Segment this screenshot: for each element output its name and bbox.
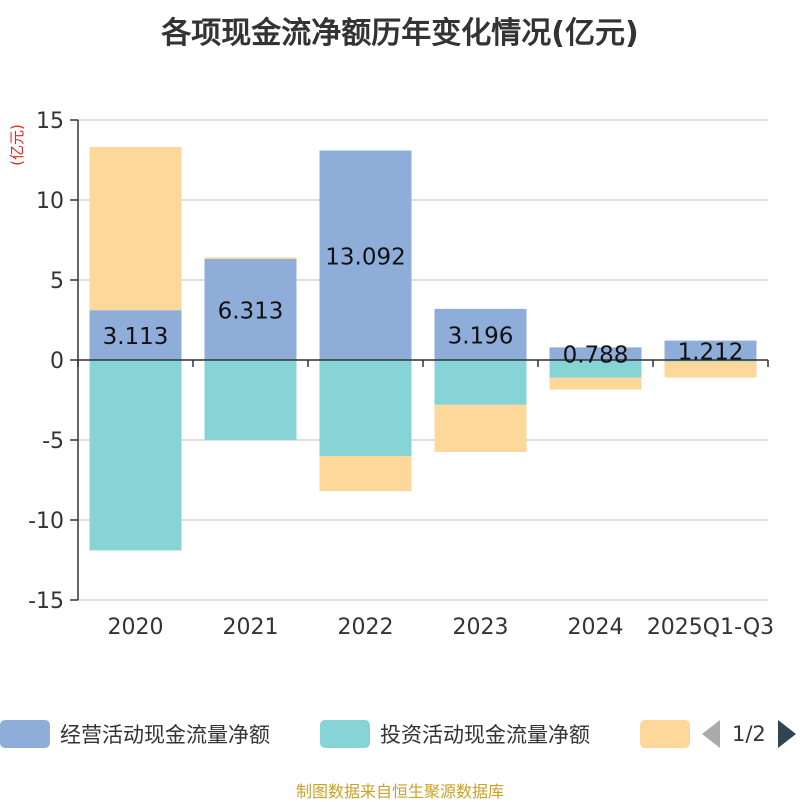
legend-next-page-icon[interactable] xyxy=(777,720,796,748)
source-note: 制图数据来自恒生聚源数据库 xyxy=(295,782,504,801)
bar-series-1 xyxy=(319,360,412,456)
x-tick-label: 2023 xyxy=(453,615,509,640)
bar-series-1 xyxy=(664,360,757,362)
y-tick-label: -15 xyxy=(28,589,64,614)
x-tick-label: 2021 xyxy=(223,615,279,640)
chart-plot: 15 10 5 0 -5 -10 -15 2020 2021 2022 2023 2024 2025Q1… xyxy=(8,109,774,640)
bar-layer xyxy=(89,146,757,551)
y-tick-label: 0 xyxy=(50,349,64,374)
bar-series-0 xyxy=(434,308,527,360)
axis-layer: 15 10 5 0 -5 -10 -15 2020 2021 2022 2023 2024 2025Q1… xyxy=(28,109,774,640)
legend-page-indicator: 1/2 xyxy=(732,722,766,746)
bar-series-2 xyxy=(319,456,412,492)
y-axis-label: (亿元) xyxy=(8,124,26,166)
bar-data-label: 13.092 xyxy=(325,244,405,270)
bar-series-2 xyxy=(549,377,642,390)
bar-series-0 xyxy=(89,310,182,360)
chart-title: 各项现金流净额历年变化情况(亿元) xyxy=(161,16,639,51)
y-tick-label: -5 xyxy=(42,429,64,454)
legend-swatch-financing xyxy=(640,720,690,748)
bar-data-label: 3.196 xyxy=(448,323,514,349)
bar-series-0 xyxy=(664,340,757,360)
bar-series-1 xyxy=(549,360,642,378)
bar-series-1 xyxy=(89,360,182,551)
y-tick-label: -10 xyxy=(28,509,64,534)
x-tick-label: 2022 xyxy=(338,615,394,640)
legend-swatch-investing xyxy=(320,720,370,748)
bar-data-label: 0.788 xyxy=(563,343,629,369)
y-tick-label: 5 xyxy=(50,269,64,294)
bar-data-label: 3.113 xyxy=(103,324,169,350)
label-layer: 3.113 6.313 13.092 3.196 0.788 1.212 xyxy=(103,244,744,368)
bar-series-2 xyxy=(89,146,182,311)
bar-series-1 xyxy=(204,360,297,440)
legend-label-operating: 经营活动现金流量净额 xyxy=(60,723,270,747)
bar-series-1 xyxy=(434,360,527,405)
x-tick-label: 2025Q1-Q3 xyxy=(647,615,774,640)
legend-pager: 1/2 xyxy=(702,719,796,749)
x-tick-label: 2024 xyxy=(568,615,624,640)
y-tick-label: 10 xyxy=(36,189,64,214)
legend: 经营活动现金流量净额 投资活动现金流量净额 1/2 xyxy=(0,715,800,755)
bar-series-2 xyxy=(664,361,757,378)
bar-series-2 xyxy=(204,257,297,259)
bar-series-0 xyxy=(204,258,297,360)
legend-item-financing[interactable] xyxy=(640,719,700,749)
legend-item-operating[interactable]: 经营活动现金流量净额 xyxy=(0,719,270,749)
x-tick-label: 2020 xyxy=(108,615,164,640)
bar-series-0 xyxy=(549,347,642,360)
bar-data-label: 6.313 xyxy=(218,298,284,324)
legend-item-investing[interactable]: 投资活动现金流量净额 xyxy=(320,719,590,749)
bar-series-2 xyxy=(434,404,527,452)
bar-series-0 xyxy=(319,150,412,360)
legend-prev-page-icon[interactable] xyxy=(702,720,720,748)
legend-swatch-operating xyxy=(0,720,50,748)
bar-data-label: 1.212 xyxy=(678,339,744,365)
y-tick-label: 15 xyxy=(36,109,64,134)
legend-label-investing: 投资活动现金流量净额 xyxy=(380,723,590,747)
